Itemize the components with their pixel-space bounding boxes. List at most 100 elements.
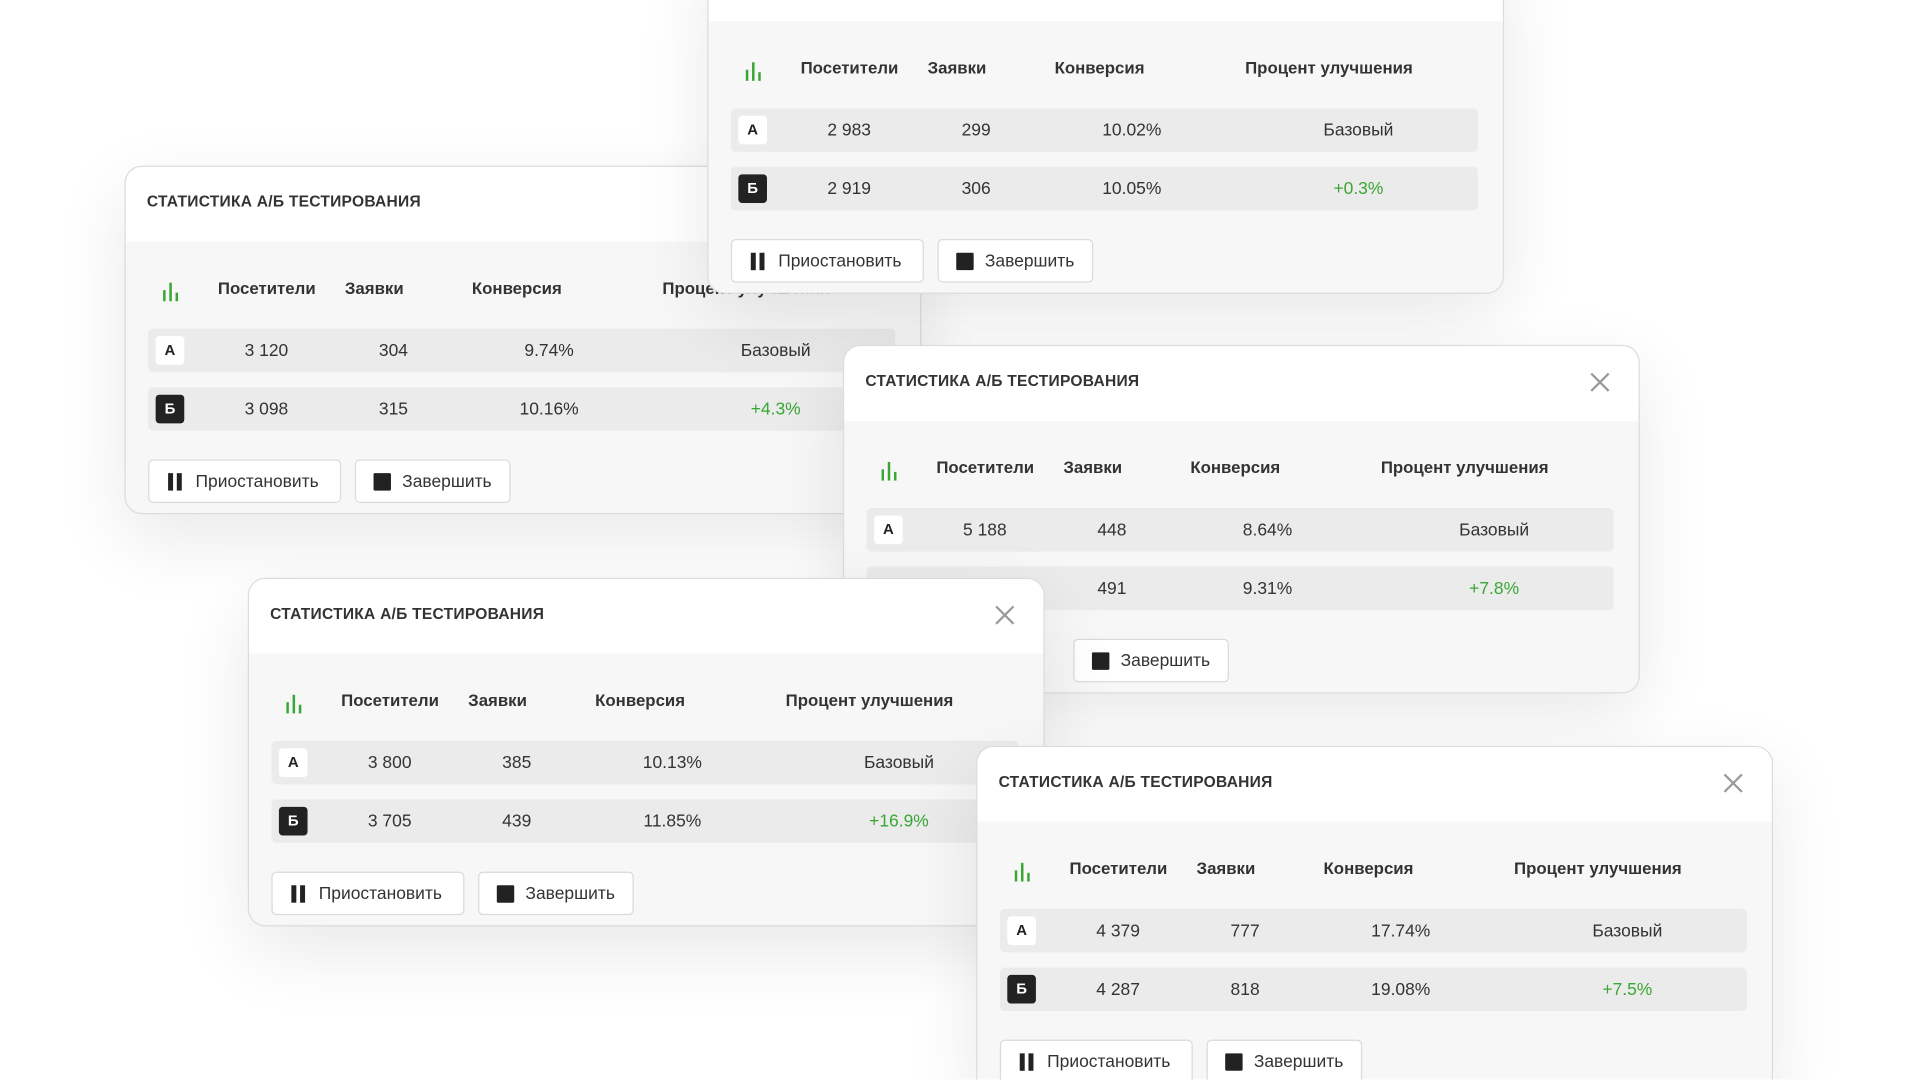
chart-icon [743, 59, 763, 81]
conversion-cell: 10.13% [642, 752, 702, 772]
requests-cell: 448 [1097, 519, 1127, 540]
requests-cell: 491 [1097, 577, 1127, 598]
column-header: Конверсия [1323, 859, 1414, 878]
variant-row: А 4 379 777 17.74% Базовый [999, 908, 1747, 953]
requests-cell: 439 [502, 810, 532, 831]
requests-cell: 306 [961, 178, 991, 198]
column-header: Конверсия [1190, 458, 1281, 477]
column-header: Процент улучшения [785, 691, 954, 710]
visitors-cell: 2 919 [827, 178, 871, 198]
column-header: Посетители [1069, 859, 1168, 878]
conversion-cell: 11.85% [643, 810, 702, 831]
visitors-cell: 4 379 [1096, 920, 1140, 941]
column-header: Посетители [217, 278, 316, 298]
ab-test-card: СТАТИСТИКА А/Б ТЕСТИРОВАНИЯ Посетители Зая… [976, 745, 1774, 1080]
variant-row: Б 3 098 315 10.16% +4.3% [148, 387, 896, 431]
finish-button[interactable]: Завершить [937, 239, 1094, 283]
column-header: Конверсия [1054, 58, 1145, 78]
variant-badge: А [278, 748, 308, 777]
card-title: СТАТИСТИКА А/Б ТЕСТИРОВАНИЯ [865, 372, 1140, 390]
variant-row: А 3 800 385 10.13% Базовый [271, 740, 1019, 785]
ab-test-card: Посетители Заявки Конверсия Процент улучшен… [707, 0, 1505, 294]
visitors-cell: 4 287 [1096, 978, 1140, 999]
variant-badge: Б [278, 806, 308, 836]
requests-cell: 385 [502, 752, 532, 772]
column-header: Заявки [927, 58, 987, 78]
requests-cell: 304 [378, 339, 408, 360]
chart-icon [161, 279, 181, 302]
improvement-cell: +16.9% [869, 810, 929, 831]
card-header [708, 0, 1503, 22]
conversion-cell: 10.16% [519, 398, 579, 419]
requests-cell: 315 [378, 398, 408, 419]
visitors-cell: 2 983 [827, 119, 871, 140]
pause-button[interactable]: Приостановить [730, 239, 924, 283]
variant-badge: А [874, 515, 903, 545]
variant-row: Б 3 705 439 11.85% +16.9% [271, 799, 1019, 843]
improvement-cell: Базовый [1323, 119, 1394, 140]
variant-badge: Б [738, 174, 767, 203]
variant-badge: А [738, 115, 767, 145]
improvement-cell: +7.5% [1602, 978, 1653, 999]
conversion-cell: 10.02% [1102, 119, 1162, 140]
chart-icon [879, 458, 899, 481]
requests-cell: 818 [1230, 978, 1260, 999]
finish-button[interactable]: Завершить [478, 871, 634, 916]
variant-row: Б 4 287 818 19.08% +7.5% [999, 967, 1747, 1012]
improvement-cell: +4.3% [750, 398, 801, 419]
pause-button[interactable]: Приостановить [148, 459, 342, 504]
requests-cell: 299 [961, 119, 991, 140]
chart-icon [1012, 859, 1032, 882]
conversion-cell: 19.08% [1371, 978, 1431, 999]
improvement-cell: Базовый [863, 752, 934, 772]
column-header: Конверсия [595, 691, 686, 710]
conversion-cell: 9.31% [1242, 577, 1293, 598]
conversion-cell: 17.74% [1371, 920, 1431, 941]
conversion-cell: 9.74% [524, 339, 574, 360]
visitors-cell: 3 098 [244, 398, 289, 419]
variant-badge: Б [155, 394, 185, 424]
variant-row: А 5 188 448 8.64% Базовый [866, 508, 1614, 552]
visitors-cell: 3 120 [244, 339, 289, 360]
column-header: Посетители [800, 58, 899, 78]
card-title: СТАТИСТИКА А/Б ТЕСТИРОВАНИЯ [270, 605, 545, 623]
improvement-cell: Базовый [1592, 920, 1663, 941]
column-header: Посетители [936, 458, 1035, 477]
column-header: Процент улучшения [1514, 859, 1682, 878]
pause-button[interactable]: Приостановить [999, 1039, 1193, 1080]
visitors-cell: 3 800 [367, 752, 412, 772]
conversion-cell: 10.05% [1102, 178, 1162, 198]
finish-button[interactable]: Завершить [354, 459, 511, 504]
improvement-cell: Базовый [1459, 519, 1530, 540]
variant-badge: А [1007, 916, 1036, 946]
card-header: СТАТИСТИКА А/Б ТЕСТИРОВАНИЯ [977, 747, 1772, 822]
finish-button[interactable]: Завершить [1206, 1039, 1363, 1080]
finish-button[interactable]: Завершить [1073, 638, 1229, 683]
improvement-cell: +7.8% [1469, 577, 1520, 598]
variant-badge: А [155, 336, 185, 365]
variant-badge: Б [1007, 974, 1036, 1004]
column-header: Заявки [1063, 458, 1123, 477]
variant-row: А 2 983 299 10.02% Базовый [730, 108, 1478, 152]
column-header: Процент улучшения [1380, 458, 1549, 477]
column-header: Заявки [468, 691, 527, 710]
card-header: СТАТИСТИКА А/Б ТЕСТИРОВАНИЯ [249, 578, 1044, 654]
improvement-cell: Базовый [740, 339, 811, 360]
visitors-cell: 3 705 [367, 810, 412, 831]
column-header: Посетители [341, 691, 439, 710]
column-header: Процент улучшения [1245, 58, 1413, 78]
close-button[interactable] [1722, 772, 1744, 794]
pause-button[interactable]: Приостановить [271, 871, 465, 916]
close-button[interactable] [1589, 371, 1611, 393]
requests-cell: 777 [1230, 920, 1260, 941]
column-header: Заявки [344, 278, 404, 298]
chart-icon [284, 691, 304, 714]
card-title: СТАТИСТИКА А/Б ТЕСТИРОВАНИЯ [998, 773, 1273, 791]
card-header: СТАТИСТИКА А/Б ТЕСТИРОВАНИЯ [844, 346, 1639, 421]
card-title: СТАТИСТИКА А/Б ТЕСТИРОВАНИЯ [146, 192, 421, 211]
variant-row: Б 2 919 306 10.05% +0.3% [730, 166, 1478, 211]
close-button[interactable] [994, 604, 1016, 626]
conversion-cell: 8.64% [1242, 519, 1293, 540]
